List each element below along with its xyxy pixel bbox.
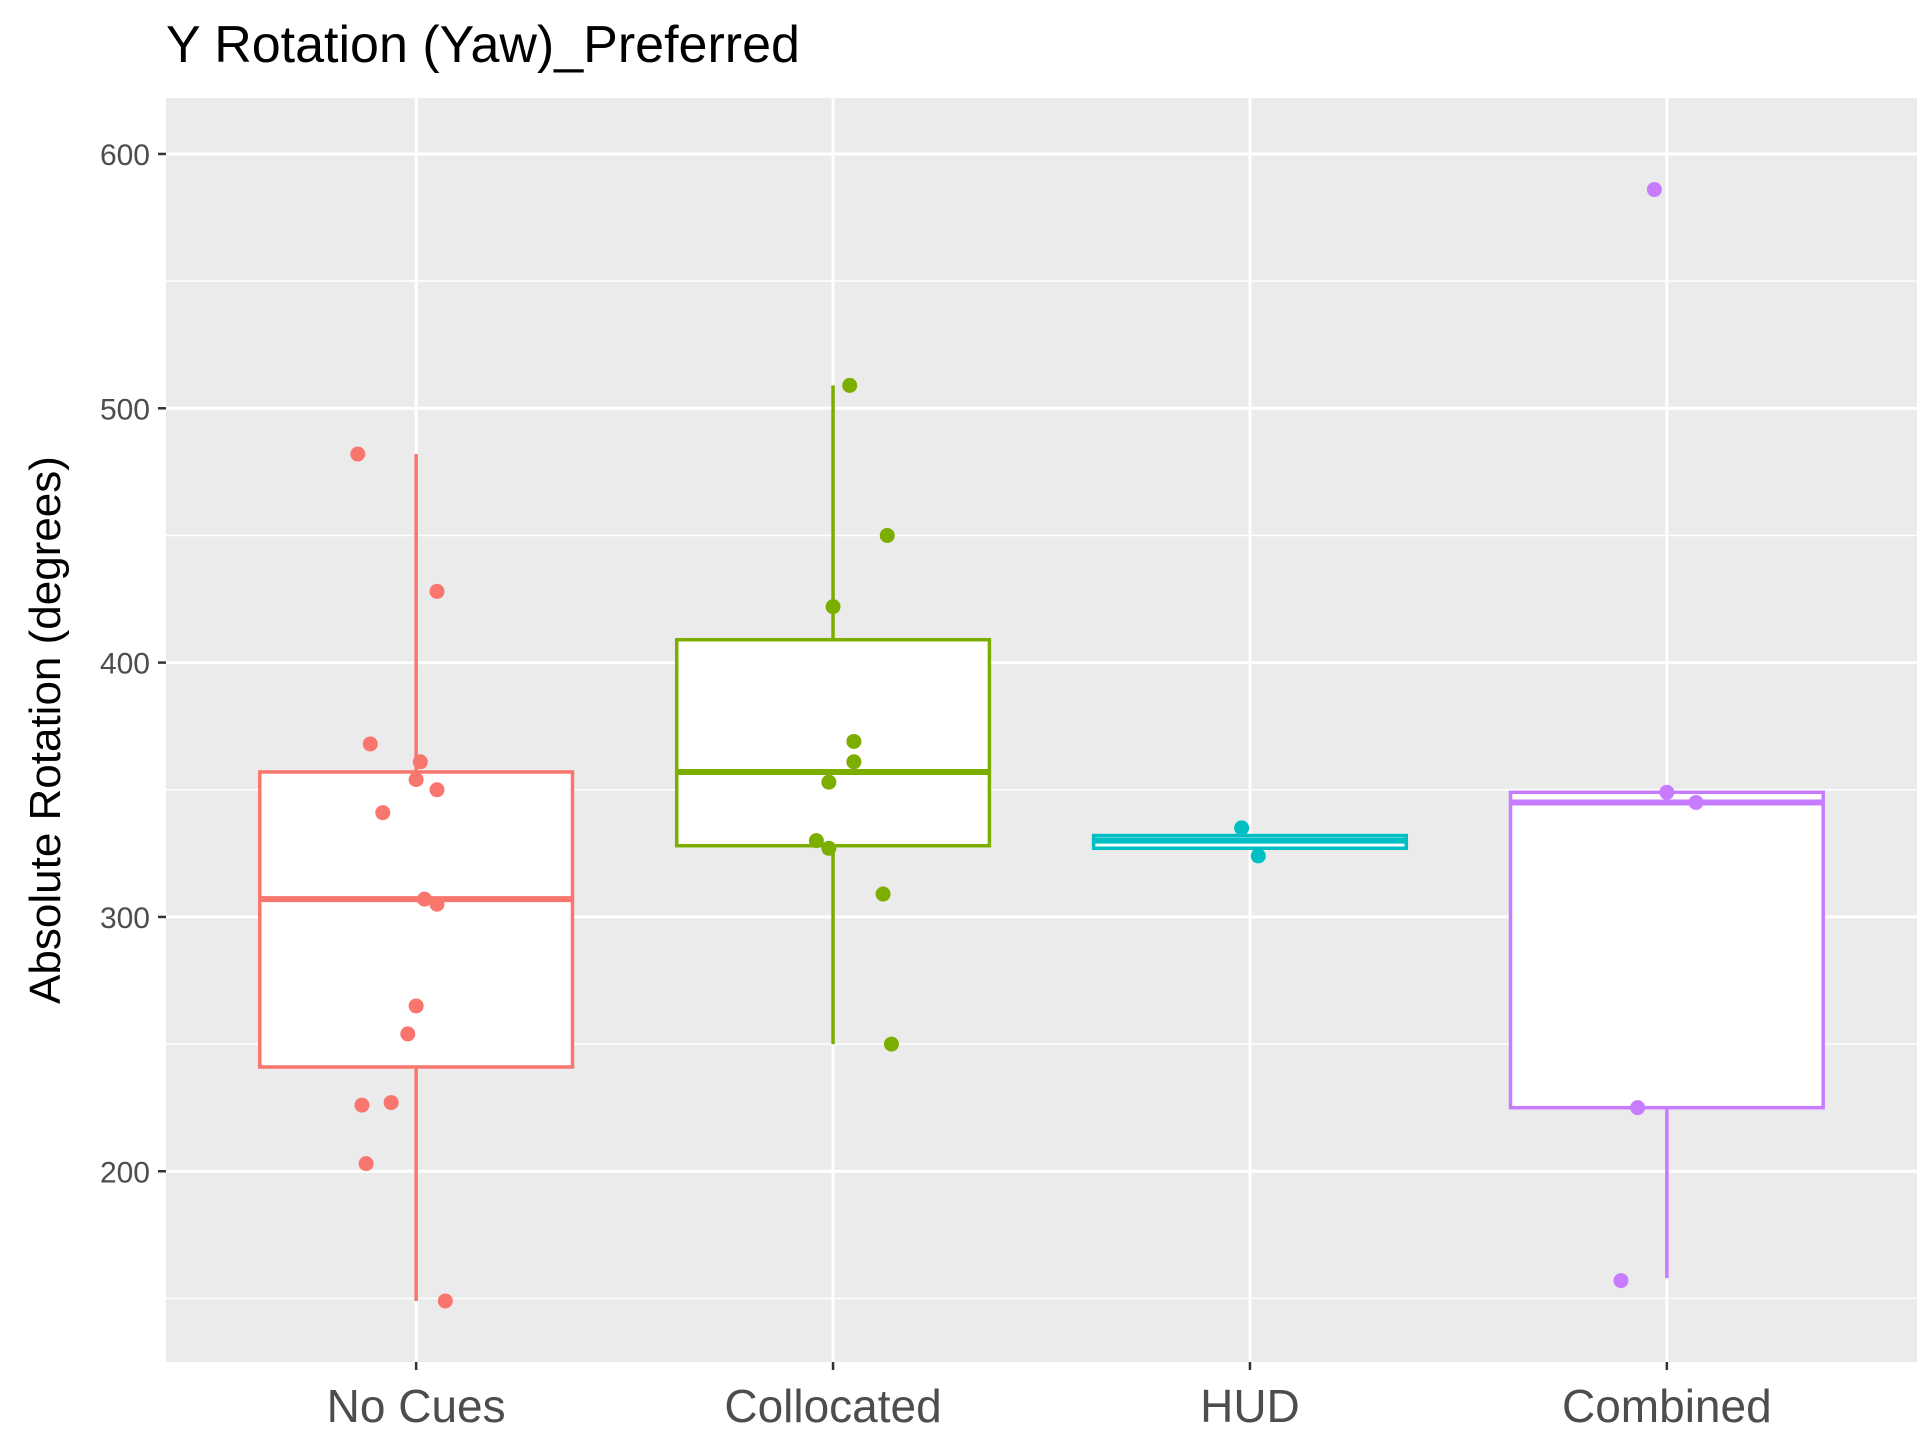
- y-tick-label: 200: [100, 1156, 150, 1189]
- data-point: [1646, 182, 1662, 198]
- data-point: [842, 377, 858, 393]
- data-point: [358, 1156, 374, 1172]
- data-point: [1688, 794, 1704, 810]
- data-point: [400, 1026, 416, 1042]
- data-point: [416, 891, 432, 907]
- x-tick-label: Collocated: [724, 1380, 941, 1432]
- data-points: [350, 182, 1704, 1309]
- data-point: [354, 1097, 370, 1113]
- boxes: [258, 385, 1825, 1301]
- data-point: [846, 754, 862, 770]
- data-point: [429, 583, 445, 599]
- data-point: [846, 733, 862, 749]
- y-tick-label: 400: [100, 648, 150, 681]
- data-point: [808, 833, 824, 849]
- data-point: [429, 782, 445, 798]
- data-point: [1250, 848, 1266, 864]
- data-point: [1234, 820, 1250, 836]
- data-point: [362, 736, 378, 752]
- data-point: [879, 527, 895, 543]
- y-axis: 200 300 400 500 600: [100, 139, 166, 1189]
- data-point: [883, 1036, 899, 1052]
- data-point: [825, 599, 841, 615]
- data-point: [375, 805, 391, 821]
- y-tick-label: 600: [100, 139, 150, 172]
- data-point: [1630, 1100, 1646, 1116]
- data-point: [429, 896, 445, 912]
- data-point: [412, 754, 428, 770]
- data-point: [821, 774, 837, 790]
- y-tick-label: 500: [100, 393, 150, 426]
- data-point: [408, 998, 424, 1014]
- y-tick-label: 300: [100, 902, 150, 935]
- x-tick-label: No Cues: [327, 1380, 506, 1432]
- x-tick-label: HUD: [1200, 1380, 1300, 1432]
- x-axis: No Cues Collocated HUD Combined: [327, 1362, 1772, 1432]
- data-point: [1613, 1273, 1629, 1289]
- data-point: [1659, 784, 1675, 800]
- y-axis-label: Absolute Rotation (degrees): [21, 456, 70, 1004]
- data-point: [408, 772, 424, 788]
- box-no-cues: [258, 770, 575, 1069]
- data-point: [875, 886, 891, 902]
- data-point: [383, 1095, 399, 1111]
- data-point: [437, 1293, 453, 1309]
- box-combined: [1508, 790, 1825, 1110]
- chart-title: Y Rotation (Yaw)_Preferred: [166, 16, 800, 74]
- x-tick-label: Combined: [1562, 1380, 1772, 1432]
- data-point: [350, 446, 366, 462]
- box-collocated: [674, 637, 992, 848]
- data-point: [821, 840, 837, 856]
- plot-panel: [166, 98, 1917, 1362]
